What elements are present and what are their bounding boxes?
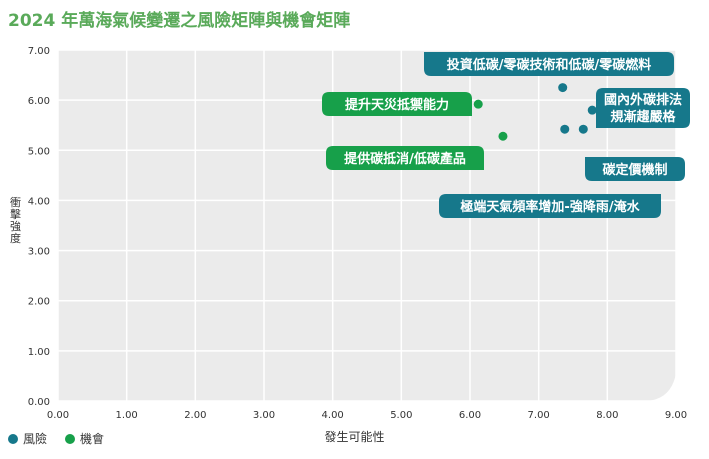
x-tick-label: 4.00 [322, 410, 344, 421]
legend-item-opportunity: 機會 [65, 430, 104, 447]
risk-label-box [585, 157, 685, 181]
y-tick-label: 4.00 [28, 196, 50, 207]
y-tick-label: 5.00 [28, 146, 50, 157]
x-tick-label: 9.00 [665, 410, 687, 421]
x-tick-label: 3.00 [253, 410, 275, 421]
risk-point [587, 105, 597, 115]
opportunity-label-box [322, 92, 472, 116]
x-tick-label: 1.00 [116, 410, 138, 421]
risk-point [558, 83, 568, 93]
legend-opportunity-label: 機會 [80, 432, 105, 446]
risk-point-label: 碳定價機制 [602, 162, 667, 178]
risk-point [578, 124, 588, 134]
y-tick-label: 7.00 [28, 46, 50, 57]
risk-label-box [596, 88, 690, 128]
risk-point-label: 投資低碳/零碳技術和低碳/零碳燃料 [447, 57, 652, 73]
risk-point-label: 國內外碳排法 [604, 92, 682, 108]
y-tick-label: 1.00 [28, 347, 50, 358]
y-tick-label: 3.00 [28, 247, 50, 258]
opportunity-point-label: 提供碳抵消/低碳產品 [344, 151, 466, 167]
y-tick-label: 6.00 [28, 96, 50, 107]
legend-risk-marker [8, 433, 18, 444]
chart-title: 2024 年萬海氣候變遷之風險矩陣與機會矩陣 [8, 11, 351, 31]
x-tick-label: 5.00 [390, 410, 412, 421]
opportunity-point-label: 提升天災抵禦能力 [345, 97, 449, 113]
risk-label-box [424, 52, 674, 76]
x-tick-label: 6.00 [459, 410, 481, 421]
risk-label-box [439, 194, 661, 218]
legend: 風險 機會 [8, 430, 104, 447]
x-tick-label: 7.00 [528, 410, 550, 421]
risk-point-label: 規漸趨嚴格 [610, 109, 676, 125]
opportunity-label-box [326, 146, 484, 170]
risk-point [560, 124, 570, 134]
x-tick-label: 2.00 [184, 410, 206, 421]
y-tick-label: 2.00 [28, 297, 50, 308]
x-axis-label: 發生可能性 [324, 430, 385, 444]
y-tick-label: 0.00 [28, 397, 50, 408]
x-tick-label: 8.00 [596, 410, 618, 421]
risk-point-label: 極端天氣頻率增加-強降雨/淹水 [459, 199, 640, 215]
opportunity-point [498, 131, 508, 141]
opportunity-point [473, 99, 483, 109]
legend-item-risk: 風險 [8, 430, 47, 447]
legend-risk-label: 風險 [23, 432, 48, 446]
x-tick-label: 0.00 [47, 410, 69, 421]
y-axis-label: 衝擊強度 [10, 196, 21, 245]
legend-opportunity-marker [65, 433, 76, 444]
